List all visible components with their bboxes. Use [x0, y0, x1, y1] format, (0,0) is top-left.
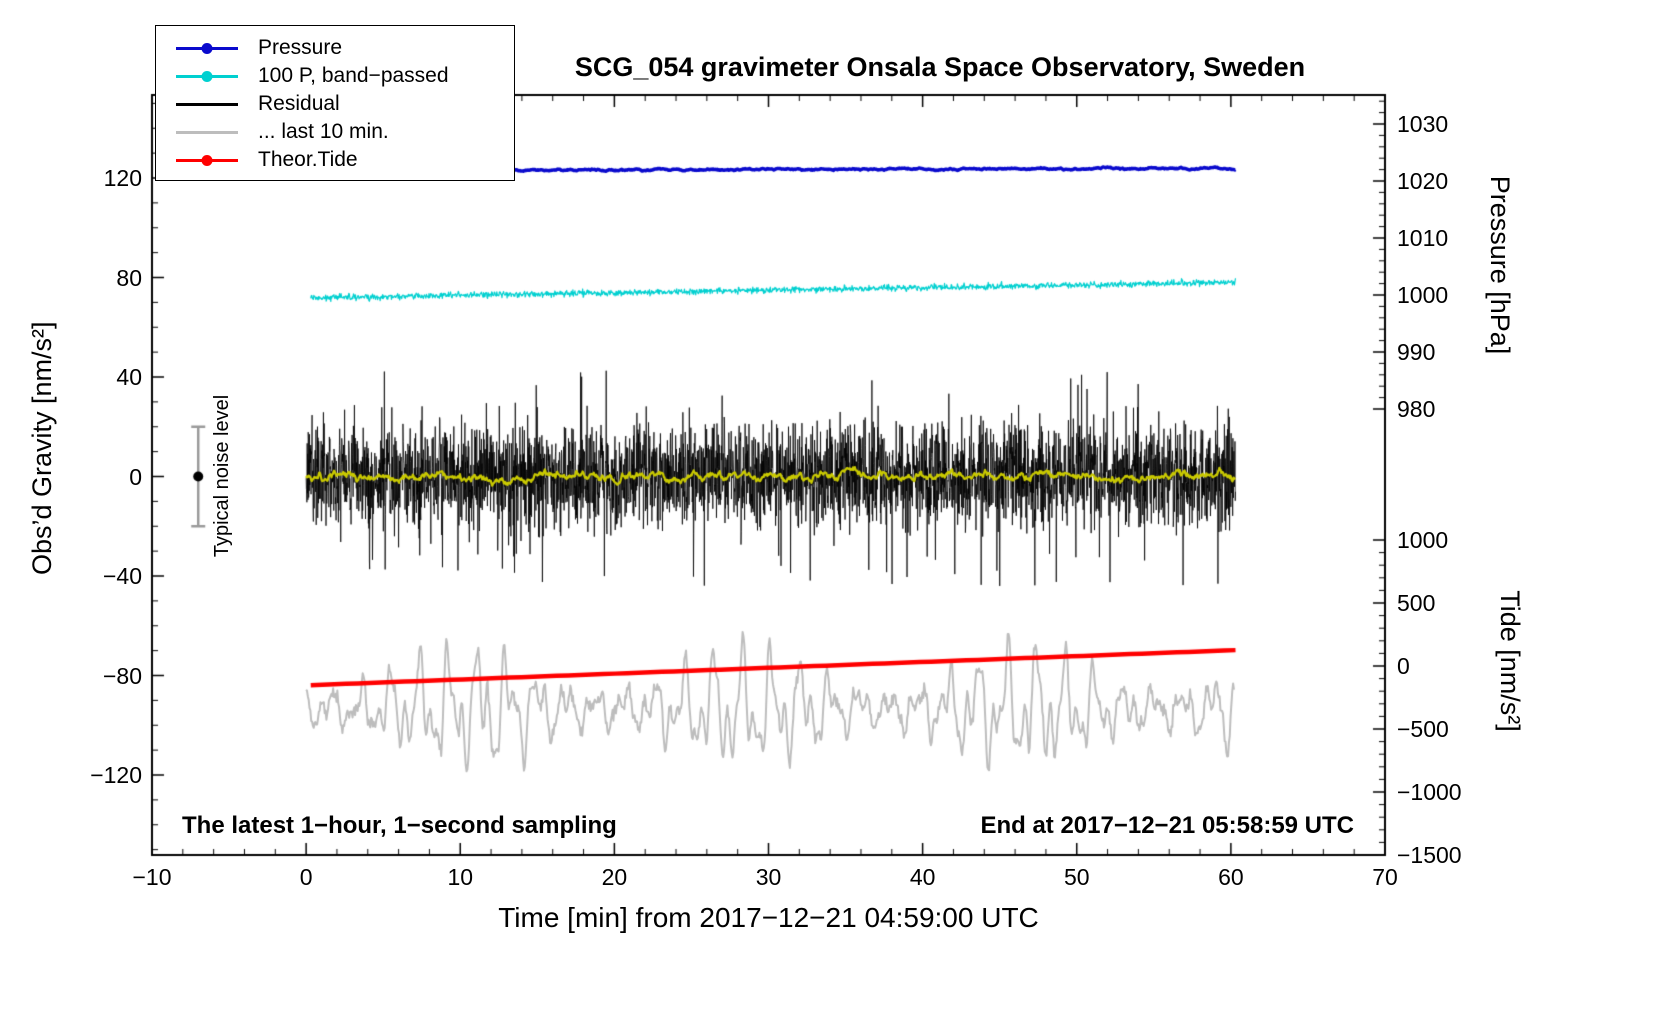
sampling-annotation: The latest 1−hour, 1−second sampling [182, 812, 617, 839]
tide-tick-label: 0 [1397, 653, 1410, 679]
gravity-tick-label: −80 [102, 662, 142, 689]
pressure-axis-label: Pressure [hPa] [1485, 175, 1515, 355]
legend-marker-dot [201, 43, 213, 54]
x-tick-label: 70 [1372, 864, 1398, 890]
gravity-tick-label: −120 [90, 762, 142, 788]
tide-tick-label: −1000 [1397, 779, 1462, 805]
tide-tick-label: −1500 [1397, 842, 1462, 868]
gravity-tick-label: 40 [116, 364, 142, 390]
tide-tick-label: 1000 [1397, 527, 1449, 553]
legend-item: 100 P, band−passed [156, 62, 514, 90]
end-time-annotation: End at 2017−12−21 05:58:59 UTC [980, 812, 1354, 839]
tide-tick-label: 500 [1397, 590, 1436, 616]
gravity-tick-label: 80 [116, 264, 142, 291]
x-tick-label: 0 [299, 864, 313, 890]
legend-item-label: Theor.Tide [258, 148, 358, 171]
gravity-tick-label: 0 [129, 463, 142, 490]
legend-item: Theor.Tide [156, 146, 514, 174]
x-tick-label: 50 [1063, 864, 1090, 890]
gravity-tick-label: −40 [102, 563, 142, 589]
legend-item-label: 100 P, band−passed [258, 64, 449, 87]
x-tick-label: 10 [447, 864, 474, 890]
legend-marker-dot [201, 155, 213, 166]
legend-item-label: Pressure [258, 36, 343, 59]
pressure-tick-label: 990 [1397, 339, 1436, 365]
legend-marker-line [170, 154, 244, 166]
legend-item: Pressure [156, 34, 514, 62]
x-axis-label: Time [min] from 2017−12−21 04:59:00 UTC [498, 902, 1039, 933]
pressure-tick-label: 1000 [1397, 282, 1449, 308]
x-tick-label: −10 [132, 864, 172, 890]
gravity-tick-label: 120 [103, 165, 142, 191]
legend-marker-dot [201, 71, 213, 82]
pressure-tick-label: 980 [1397, 396, 1436, 422]
pressure-tick-label: 1010 [1397, 225, 1449, 251]
x-tick-label: 40 [909, 864, 936, 890]
legend-marker-line [170, 70, 244, 82]
legend-marker-line [170, 126, 244, 138]
legend-item-label: Residual [258, 92, 340, 115]
legend-item-label: ... last 10 min. [258, 120, 389, 143]
pressure-tick-label: 1020 [1397, 168, 1449, 194]
legend: Pressure 100 P, band−passed Residual ... la… [155, 25, 515, 181]
legend-marker-line [170, 42, 244, 54]
tide-tick-label: −500 [1397, 716, 1449, 742]
legend-item: Residual [156, 90, 514, 118]
noise-level-label: Typical noise level [211, 394, 233, 558]
pressure-tick-label: 1030 [1397, 111, 1449, 137]
x-tick-label: 20 [601, 864, 628, 890]
chart-title: SCG_054 gravimeter Onsala Space Observat… [574, 52, 1306, 82]
legend-item: ... last 10 min. [156, 118, 514, 146]
x-tick-label: 30 [755, 864, 782, 890]
legend-marker-line [170, 98, 244, 110]
x-tick-label: 60 [1218, 864, 1244, 890]
